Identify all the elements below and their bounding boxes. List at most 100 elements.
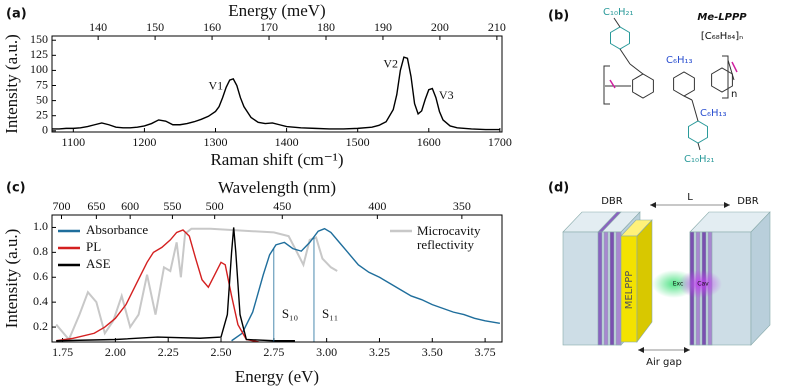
legend-label: ASE [86, 256, 111, 271]
y-tick-label: 100 [30, 62, 48, 76]
x-tick-label: 1400 [275, 135, 299, 149]
ring [673, 71, 695, 97]
bond [619, 48, 631, 65]
marker-label: S₁₀ [282, 306, 298, 321]
structure-formula: [C₆₈H₈₄]ₙ [701, 31, 743, 42]
bond [683, 95, 693, 101]
y-tick-label: 0.2 [33, 319, 48, 333]
marker-label: S₁₁ [322, 306, 338, 321]
ring [632, 73, 654, 99]
ring [711, 67, 733, 93]
x-tick-label: 2.00 [105, 345, 126, 359]
x-tick-label: 1200 [132, 135, 156, 149]
bond [629, 63, 644, 75]
legend-box: Microcavity reflectivity [417, 224, 481, 252]
exciton-label: Exc [673, 281, 684, 288]
peak-label: V2 [383, 57, 398, 71]
y-tick-label: 25 [36, 107, 48, 121]
x2-tick-label: 150 [146, 20, 164, 34]
peak-label: V3 [439, 88, 454, 102]
x2-tick-label: 170 [260, 20, 278, 34]
x-axis-title: Raman shift (cm⁻¹) [210, 150, 343, 169]
bracket [722, 55, 729, 99]
panel-label: (a) [6, 7, 27, 22]
y-tick-label: 1.0 [33, 219, 48, 233]
x2-axis-title: Wavelength (nm) [218, 178, 336, 197]
legend-label: Absorbance [86, 222, 148, 237]
y-tick-label: 0.8 [33, 244, 48, 258]
bond [731, 61, 738, 73]
x-tick-label: 2.25 [158, 345, 179, 359]
x2-tick-label: 160 [203, 20, 221, 34]
panel-label: (c) [6, 181, 26, 196]
x2-tick-label: 650 [87, 199, 105, 213]
length-label: L [687, 192, 693, 203]
x-tick-label: 1500 [346, 135, 370, 149]
plot-frame [51, 214, 503, 343]
side-chain: C₆H₁₃ [700, 108, 727, 119]
x-tick-label: 3.75 [475, 345, 496, 359]
series-line [56, 227, 295, 342]
structure: Me-LPPP [C₆₈H₈₄]ₙ C₁₀H₂₁ C₁₀H₂₁ C₆H₁₃ C₆… [603, 7, 747, 165]
x2-tick-label: 350 [453, 199, 471, 213]
y-tick-label: 75 [36, 77, 48, 91]
x-tick-label: 1700 [488, 135, 512, 149]
x2-tick-label: 500 [206, 199, 224, 213]
structure-name: Me-LPPP [697, 12, 747, 23]
x2-tick-label: 550 [163, 199, 181, 213]
ring [610, 26, 630, 50]
y-tick-label: 0 [42, 123, 48, 137]
x-tick-label: 1300 [204, 135, 228, 149]
x-tick-label: 3.50 [422, 345, 443, 359]
y-axis-title: Intensity (a.u.) [2, 34, 21, 134]
x-tick-label: 2.50 [211, 345, 232, 359]
plot-frame [51, 35, 503, 133]
bond [609, 79, 616, 89]
x-axis-title: Energy (eV) [235, 367, 319, 386]
x2-axis-title: Energy (meV) [228, 1, 325, 20]
x2-tick-label: 700 [53, 199, 71, 213]
mirror-label: DBR [737, 196, 759, 207]
x-tick-label: 1100 [62, 135, 86, 149]
x2-tick-label: 450 [273, 199, 291, 213]
side-chain: C₆H₁₃ [666, 55, 693, 66]
legend-label: PL [86, 239, 101, 254]
series-line [52, 56, 500, 131]
bond [613, 17, 621, 28]
peak-label: V1 [208, 78, 223, 92]
x2-tick-label: 140 [89, 20, 107, 34]
bond [727, 59, 735, 81]
x2-tick-label: 180 [317, 20, 335, 34]
y-axis-title: Intensity (a.u.) [2, 229, 21, 329]
series-line [231, 227, 501, 342]
x2-tick-label: 600 [121, 199, 139, 213]
x-tick-label: 2.75 [263, 345, 284, 359]
panel-label: (b) [548, 9, 569, 24]
x2-tick-label: 190 [374, 20, 392, 34]
panel-label: (d) [548, 181, 569, 196]
side-chain: C₁₀H₂₁ [684, 154, 715, 165]
x-tick-label: 1.75 [52, 345, 73, 359]
series-line [56, 229, 260, 342]
y-tick-label: 50 [36, 92, 48, 106]
cavity-diagram [562, 202, 771, 353]
y-tick-label: 0.6 [33, 269, 48, 283]
bond [697, 142, 701, 151]
x2-tick-label: 210 [488, 20, 506, 34]
x-tick-label: 3.00 [316, 345, 337, 359]
y-tick-label: 125 [30, 47, 48, 61]
x-tick-label: 3.25 [369, 345, 390, 359]
x2-tick-label: 400 [368, 199, 386, 213]
layer-label: MELPPP [624, 271, 635, 310]
x-tick-label: 1600 [417, 135, 441, 149]
cavity-label: Cav [697, 281, 709, 288]
bond [691, 99, 699, 122]
mirror-label: DBR [601, 196, 623, 207]
ring [688, 120, 708, 144]
gap-label: Air gap [646, 357, 682, 368]
y-tick-label: 150 [30, 32, 48, 46]
y-tick-label: 0.4 [33, 294, 48, 308]
repeat-index: n [731, 89, 737, 100]
